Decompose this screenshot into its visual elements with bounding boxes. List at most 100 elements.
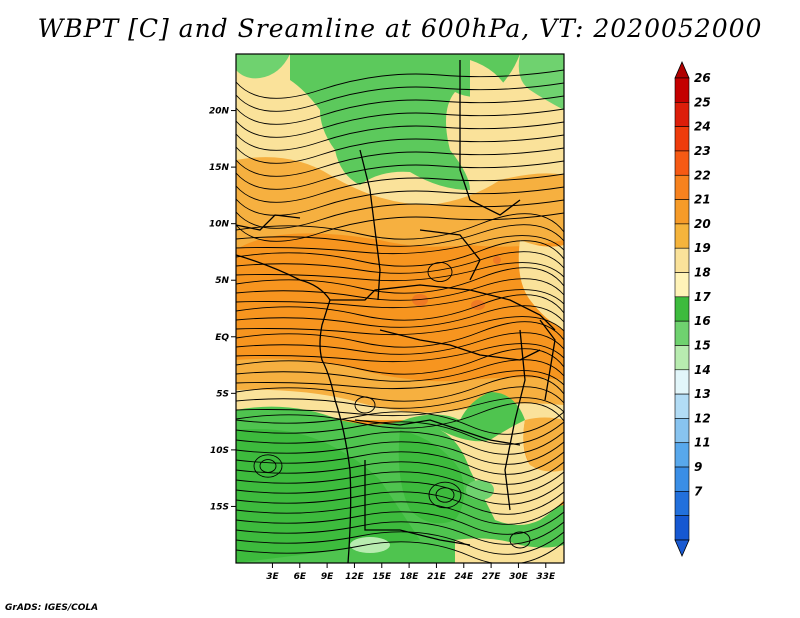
streamline [236, 370, 564, 390]
streamline [236, 441, 564, 465]
wbpt-palegreen-speck [350, 537, 390, 553]
streamline [236, 199, 564, 229]
colorbar-label: 24 [694, 120, 711, 134]
wbpt-yellow-southcoast [455, 538, 564, 563]
streamline [236, 160, 564, 190]
streamline [236, 461, 564, 485]
colorbar-label: 25 [694, 95, 711, 109]
streamlines [236, 69, 564, 563]
streamline [236, 451, 564, 475]
colorbar-label: 17 [694, 290, 711, 304]
colorbar-label: 12 [694, 411, 711, 425]
wbpt-hot-spot-1 [412, 294, 428, 306]
streamline [236, 213, 564, 240]
lat-tick-label: EQ [215, 333, 229, 343]
border-car [419, 229, 481, 281]
streamline [236, 397, 564, 417]
wbpt-green-north [290, 54, 520, 190]
lon-tick-label: 21E [427, 572, 447, 582]
colorbar-label: 18 [694, 266, 711, 280]
streamline-vortex [354, 396, 376, 414]
colorbar-segment [674, 77, 690, 103]
streamline [236, 289, 564, 309]
streamline [236, 541, 564, 563]
lon-tick-label: 27E [482, 572, 502, 582]
colorbar-segment [674, 393, 690, 419]
chart-title: WBPT [C] and Sreamline at 600hPa, VT: 20… [37, 14, 763, 43]
streamline-vortex [259, 459, 277, 473]
wbpt-hot-spot-2 [471, 300, 485, 310]
colorbar-label: 15 [694, 338, 711, 352]
colorbar-segment [674, 126, 690, 152]
streamline [236, 121, 564, 151]
streamline [236, 343, 564, 363]
streamline [236, 531, 564, 555]
colorbar-top-arrow [674, 61, 690, 79]
colorbar-segment [674, 296, 690, 322]
lat-tick-label: 15N [209, 163, 230, 173]
streamline [236, 421, 564, 445]
border-drc-south [354, 419, 521, 446]
colorbar-label: 16 [694, 314, 711, 328]
streamline [236, 212, 564, 242]
streamline [236, 491, 564, 515]
wbpt-orange-southeast [523, 417, 564, 472]
streamline [236, 69, 564, 99]
lat-tick-label: 10S [210, 446, 229, 456]
longitude-axis: 3E 6E 9E 12E 15E 18E 21E 24E 27E 30E 33E [266, 563, 556, 582]
streamline [236, 294, 564, 321]
colorbar-segment [674, 102, 690, 127]
streamline-vortex [509, 531, 531, 549]
streamline [236, 278, 564, 301]
streamline [236, 235, 564, 255]
border-chad-niger [359, 149, 381, 301]
colorbar-segment [674, 442, 690, 468]
streamline [236, 471, 564, 495]
map-frame [235, 53, 565, 564]
streamline [236, 224, 564, 247]
colorbar-label: 23 [694, 144, 711, 158]
colorbar-label: 11 [694, 436, 711, 450]
wbpt-darkgreen-southcentral [398, 430, 464, 524]
border-east [539, 319, 556, 401]
lon-tick-label: 12E [345, 572, 365, 582]
colorbar-segment [674, 345, 690, 371]
wbpt-hot-spot-3 [493, 256, 501, 264]
lon-tick-label: 6E [294, 572, 307, 582]
streamline [236, 134, 564, 164]
colorbar-label: 22 [694, 168, 711, 182]
streamline [236, 173, 564, 203]
border-west-africa [236, 214, 301, 231]
border-central [330, 284, 556, 331]
lon-tick-label: 15E [372, 572, 392, 582]
streamline [236, 82, 564, 112]
colorbar-segment [674, 418, 690, 444]
streamline [236, 511, 564, 535]
colorbar-segment [674, 247, 690, 273]
grads-credit: GrADS: IGES/COLA [5, 603, 99, 613]
streamline [236, 521, 564, 545]
lake-tanganyika [504, 329, 526, 511]
wbpt-field [236, 54, 564, 563]
lon-tick-label: 24E [454, 572, 474, 582]
colorbar-segment [674, 199, 690, 225]
colorbar-segment [674, 369, 690, 395]
streamline [236, 267, 564, 294]
streamline [236, 108, 564, 138]
colorbar-label: 20 [694, 217, 711, 231]
colorbar-label: 26 [694, 71, 711, 85]
streamline [236, 481, 564, 505]
streamline [236, 262, 564, 282]
streamline [236, 332, 564, 355]
lon-tick-label: 18E [400, 572, 420, 582]
colorbar-segment [674, 272, 690, 298]
latitude-axis: 20N 15N 10N 5N EQ 5S 10S 15S [209, 107, 236, 512]
colorbar-segment [674, 515, 690, 541]
atlantic-coastline [236, 254, 352, 563]
streamline-vortex [427, 261, 453, 283]
lat-tick-label: 15S [210, 502, 229, 512]
lon-tick-label: 33E [536, 572, 556, 582]
colorbar-label: 19 [694, 241, 711, 255]
colorbar-segment [674, 174, 690, 200]
